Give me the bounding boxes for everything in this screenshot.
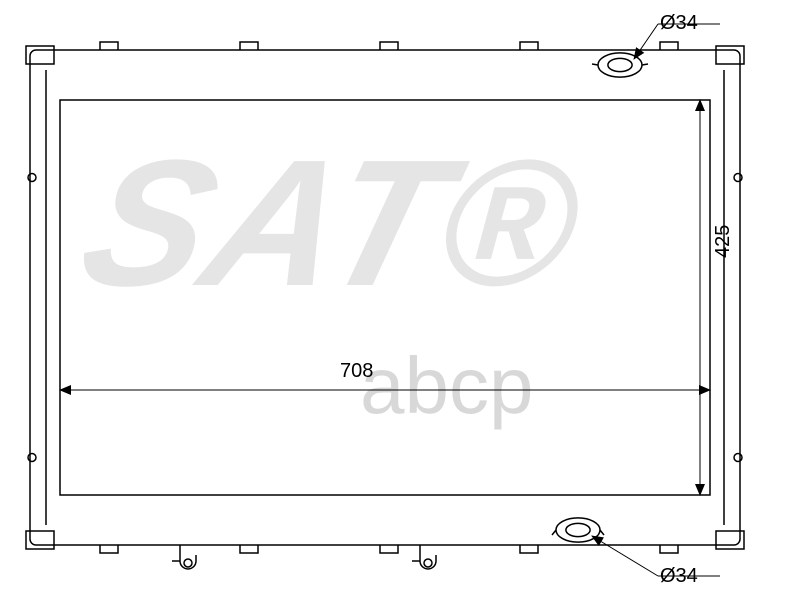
diagram-stage: { "diagram": { "type": "technical-drawin… [0, 0, 799, 600]
dim-width-label: 708 [340, 360, 373, 383]
drawing-svg [0, 0, 799, 600]
dim-bottom-port-label: Ø34 [660, 565, 698, 588]
dim-top-port-label: Ø34 [660, 12, 698, 35]
dim-height-label: 425 [712, 225, 735, 258]
